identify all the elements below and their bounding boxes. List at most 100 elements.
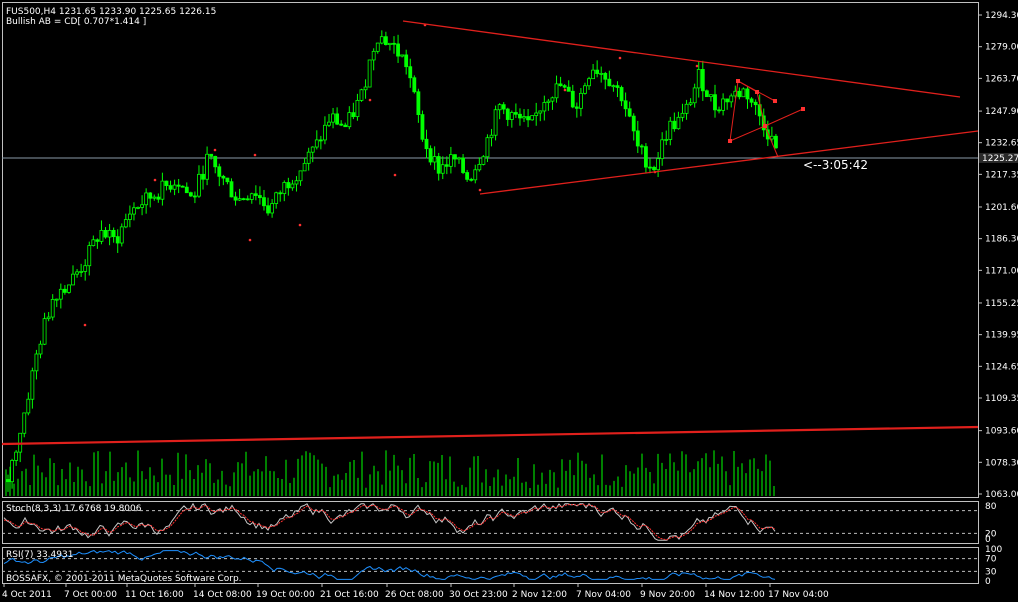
candle-body [664, 139, 669, 141]
candle-body [570, 90, 575, 108]
abcd-point-marker[interactable] [728, 139, 732, 143]
candle-body [46, 316, 51, 320]
copyright-text: BOSSAFX, © 2001-2011 MetaQuotes Software… [6, 574, 242, 584]
candle-body [680, 112, 685, 118]
candle-body [497, 104, 502, 111]
abcd-point-marker[interactable] [773, 99, 777, 103]
candle-body [50, 299, 55, 318]
candle-body [123, 219, 128, 228]
candle-body [513, 112, 518, 115]
candle-body [298, 170, 303, 182]
candle-body [631, 115, 636, 132]
candle-body [388, 42, 392, 45]
candle-body [209, 153, 214, 157]
candle-body [229, 181, 234, 198]
candle-body [440, 164, 445, 174]
candle-body [79, 271, 84, 273]
candle-body [58, 288, 63, 300]
candle-body [327, 121, 331, 126]
candle-body [424, 138, 429, 150]
candle-body [10, 460, 14, 483]
candle-body [709, 94, 713, 98]
price-axis-label: 1263.70 [985, 74, 1018, 84]
candle-body [538, 110, 543, 114]
candle-body [392, 42, 396, 45]
trendline-support[interactable] [1, 425, 979, 446]
candle-body [469, 178, 474, 181]
candle-body [558, 83, 563, 87]
time-axis-label: 14 Oct 08:00 [193, 590, 252, 600]
rsi-level-label: 70 [985, 555, 997, 565]
candle-body [619, 87, 624, 102]
candle-body [591, 69, 595, 80]
candle-body [688, 102, 693, 105]
candle-body [343, 124, 348, 128]
candle-body [725, 98, 730, 103]
candle-body [721, 98, 726, 111]
trendline-lower[interactable] [479, 130, 979, 195]
candle-body [310, 146, 315, 153]
candle-body [217, 166, 222, 177]
fractal-marker [298, 223, 302, 227]
candle-body [30, 370, 35, 400]
candle-body [335, 113, 340, 125]
candle-body [420, 114, 425, 140]
candle-body [75, 271, 79, 275]
candle-body [676, 116, 681, 130]
candle-body [461, 157, 465, 173]
candle-body [457, 157, 461, 160]
fractal-marker [563, 88, 567, 92]
candle-body [225, 177, 230, 183]
stochastic-panel [2, 501, 979, 544]
price-axis-label: 1294.30 [985, 11, 1018, 21]
candle-body [684, 103, 689, 114]
price-axis-label: 1247.90 [985, 107, 1018, 117]
candle-body [713, 94, 717, 111]
candle-body [481, 156, 486, 165]
candle-body [119, 226, 124, 244]
candle-body [318, 139, 323, 142]
abcd-point-marker[interactable] [736, 79, 740, 83]
time-axis-label: 14 Nov 12:00 [704, 590, 765, 600]
candle-body [144, 192, 149, 206]
price-axis-label: 1232.65 [985, 139, 1018, 149]
trendline-upper[interactable] [402, 20, 961, 98]
candle-body [286, 182, 291, 189]
candle-body [749, 98, 754, 103]
candle-body [249, 193, 254, 200]
fractal-marker [393, 173, 397, 177]
rsi-label: RSI(7) 33.4931 [6, 550, 73, 560]
candle-body [408, 66, 413, 79]
candle-body [314, 139, 319, 148]
candle-body [518, 113, 522, 119]
candle-body [38, 343, 43, 355]
price-axis-label: 1078.30 [985, 458, 1018, 468]
candle-body [603, 72, 608, 80]
abcd-point-marker[interactable] [755, 90, 759, 94]
candle-body [278, 192, 283, 195]
candle-body [136, 206, 140, 209]
price-axis-label: 1063.00 [985, 490, 1018, 500]
candle-body [188, 192, 193, 197]
candle-body [554, 83, 559, 99]
candle-body [294, 180, 299, 185]
candle-body [258, 195, 262, 199]
candle-body [67, 284, 71, 293]
candle-body [453, 154, 457, 160]
abcd-point-marker[interactable] [801, 107, 805, 111]
abcd-point-marker[interactable] [763, 124, 767, 128]
candle-body [595, 69, 600, 74]
candle-body [383, 36, 388, 45]
candle-body [542, 102, 547, 112]
time-axis-label: 7 Nov 04:00 [576, 590, 631, 600]
abcd-leg-line [764, 125, 779, 158]
candle-body [501, 104, 506, 110]
candle-body [290, 183, 295, 189]
candle-body [331, 113, 335, 123]
candle-body [205, 153, 209, 180]
abcd-projection-line [764, 108, 804, 127]
candle-body [700, 69, 705, 92]
candle-body [489, 134, 494, 139]
candle-body [323, 124, 327, 141]
